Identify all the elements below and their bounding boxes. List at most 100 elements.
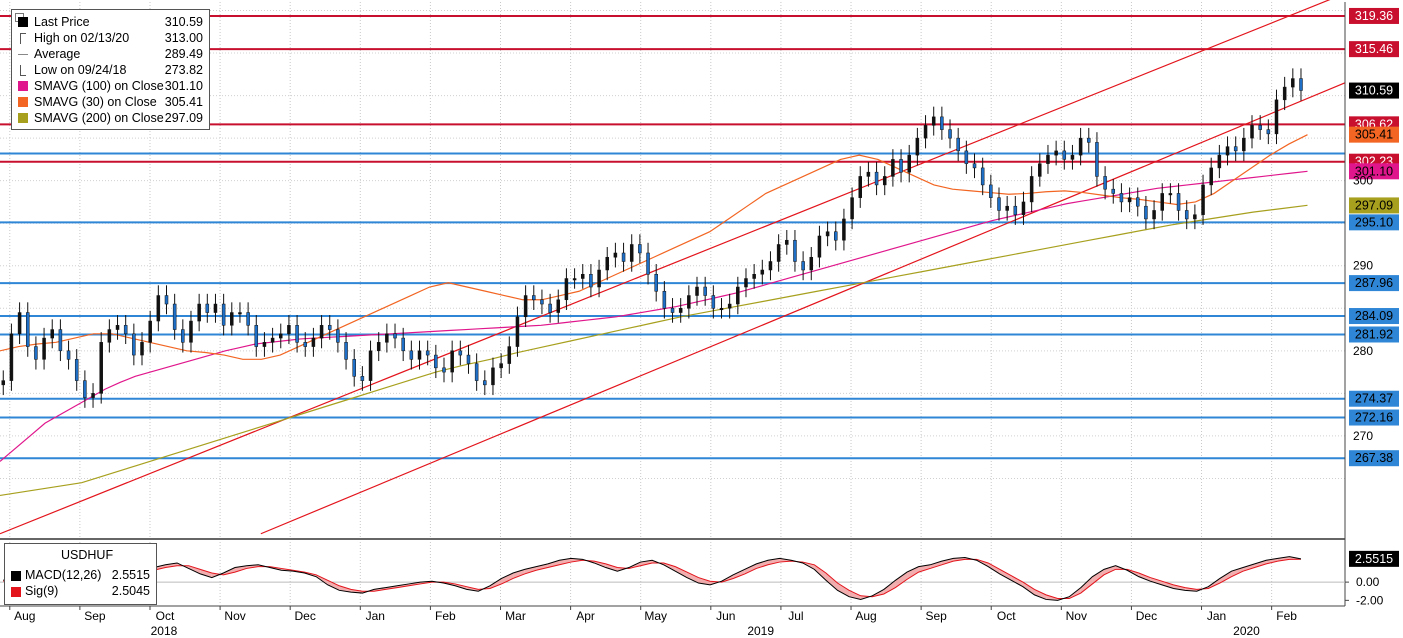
- macd-fill: [988, 562, 1000, 574]
- square-icon: [18, 113, 28, 123]
- macd-fill: [1092, 569, 1105, 584]
- macd-fill: [1080, 576, 1093, 594]
- legend-value: 289.49: [164, 47, 203, 61]
- high-marker-icon: [20, 33, 26, 44]
- macd-fill: [605, 563, 618, 572]
- candle-body: [1258, 125, 1262, 130]
- level-tag-label: 284.09: [1355, 309, 1393, 323]
- candle-body: [42, 337, 46, 360]
- y-tick-label: 300: [1353, 174, 1373, 188]
- candle-body: [572, 278, 577, 281]
- candle-body: [1013, 205, 1018, 215]
- x-tick-label: May: [644, 609, 667, 623]
- square-icon: [18, 97, 28, 107]
- candle-body: [295, 325, 299, 343]
- candle-body: [817, 235, 822, 258]
- candle-body: [319, 325, 324, 339]
- macd-fill: [524, 566, 537, 574]
- value-tag: [1349, 163, 1399, 180]
- candle-body: [172, 303, 177, 330]
- candle-body: [1046, 154, 1050, 164]
- candle-body: [940, 116, 944, 130]
- candle-body: [156, 295, 161, 322]
- candle-body: [450, 350, 454, 373]
- macd-fill: [1243, 563, 1255, 572]
- macd-legend: USDHUF MACD(12,26) 2.5515 Sig(9) 2.5045: [4, 543, 157, 605]
- x-tick-label: Nov: [224, 609, 245, 623]
- year-label: 2020: [1233, 624, 1260, 638]
- candle-body: [825, 231, 830, 237]
- value-tag-label: 305.41: [1355, 128, 1393, 142]
- candle-body: [238, 312, 242, 315]
- legend-value: 301.10: [164, 79, 203, 93]
- level-tag: [1349, 308, 1399, 325]
- candle-body: [140, 342, 144, 356]
- candle-body: [83, 380, 87, 398]
- candle-body: [703, 286, 707, 296]
- level-tag-label: 319.36: [1355, 9, 1393, 23]
- candle-body: [1054, 150, 1058, 156]
- candle-body: [1242, 137, 1246, 152]
- macd-y-tick-label: -2.00: [1356, 593, 1384, 607]
- axes: 270 280 290 300 Aug Sep Oct Nov Dec Jan Feb Mar Apr M…: [0, 2, 1373, 638]
- candle-body: [629, 244, 634, 262]
- candle-body: [752, 274, 756, 279]
- candle-body: [948, 129, 952, 139]
- candle-body: [662, 291, 667, 309]
- macd-fill: [188, 565, 201, 574]
- y-tick-label: 290: [1353, 259, 1373, 273]
- candle-body: [74, 359, 79, 381]
- candle-body: [270, 337, 275, 343]
- macd-fill: [1173, 584, 1186, 591]
- candle-body: [1250, 125, 1254, 139]
- candle-body: [344, 342, 348, 360]
- candle-body: [1029, 176, 1034, 203]
- macd-fill: [1254, 560, 1267, 568]
- candle-body: [1111, 188, 1116, 194]
- candle-body: [1078, 137, 1083, 156]
- candle-body: [254, 325, 259, 347]
- candle-body: [997, 197, 1001, 211]
- macd-fill: [883, 580, 896, 594]
- low-marker-icon: [20, 65, 26, 76]
- macd-fill: [327, 580, 340, 591]
- candle-body: [866, 171, 871, 177]
- candle-body: [1274, 99, 1279, 135]
- candle-body: [1103, 176, 1107, 190]
- candle-body: [50, 329, 54, 339]
- candle-body: [17, 312, 22, 335]
- x-tick-label: Feb: [1276, 609, 1297, 623]
- candle-body: [923, 125, 928, 139]
- signal-line: [3, 558, 1301, 600]
- candle-body: [556, 299, 561, 313]
- year-label: 2019: [747, 624, 774, 638]
- legend-label: High on 02/13/20: [34, 31, 130, 45]
- candle-body: [695, 286, 699, 296]
- candle-body: [352, 359, 356, 377]
- level-tag: [1349, 275, 1399, 292]
- macd-fill: [1231, 567, 1244, 577]
- candle-body: [425, 350, 430, 356]
- moving-averages: [0, 134, 1308, 497]
- x-tick-label: Sep: [925, 609, 947, 623]
- candle-body: [164, 295, 169, 305]
- x-tick-label: Feb: [435, 609, 456, 623]
- square-icon: [11, 587, 21, 597]
- candle-body: [499, 363, 503, 369]
- x-tick-label: Aug: [855, 609, 876, 623]
- candle-body: [776, 244, 781, 262]
- candle-body: [907, 154, 911, 173]
- candle-body: [719, 308, 724, 311]
- candle-body: [1095, 142, 1099, 177]
- candle-body: [801, 261, 805, 271]
- candle-body: [670, 308, 675, 313]
- candle-body: [25, 312, 30, 347]
- sma100-line: [0, 170, 1308, 462]
- candle-body: [589, 274, 593, 288]
- candle-body: [9, 333, 14, 381]
- sma30-line: [0, 134, 1308, 360]
- macd-fill: [1150, 577, 1162, 585]
- legend-item: SMAVG (200) on Close 297.09: [16, 110, 205, 126]
- macd-legend-value: 2.5045: [111, 584, 150, 598]
